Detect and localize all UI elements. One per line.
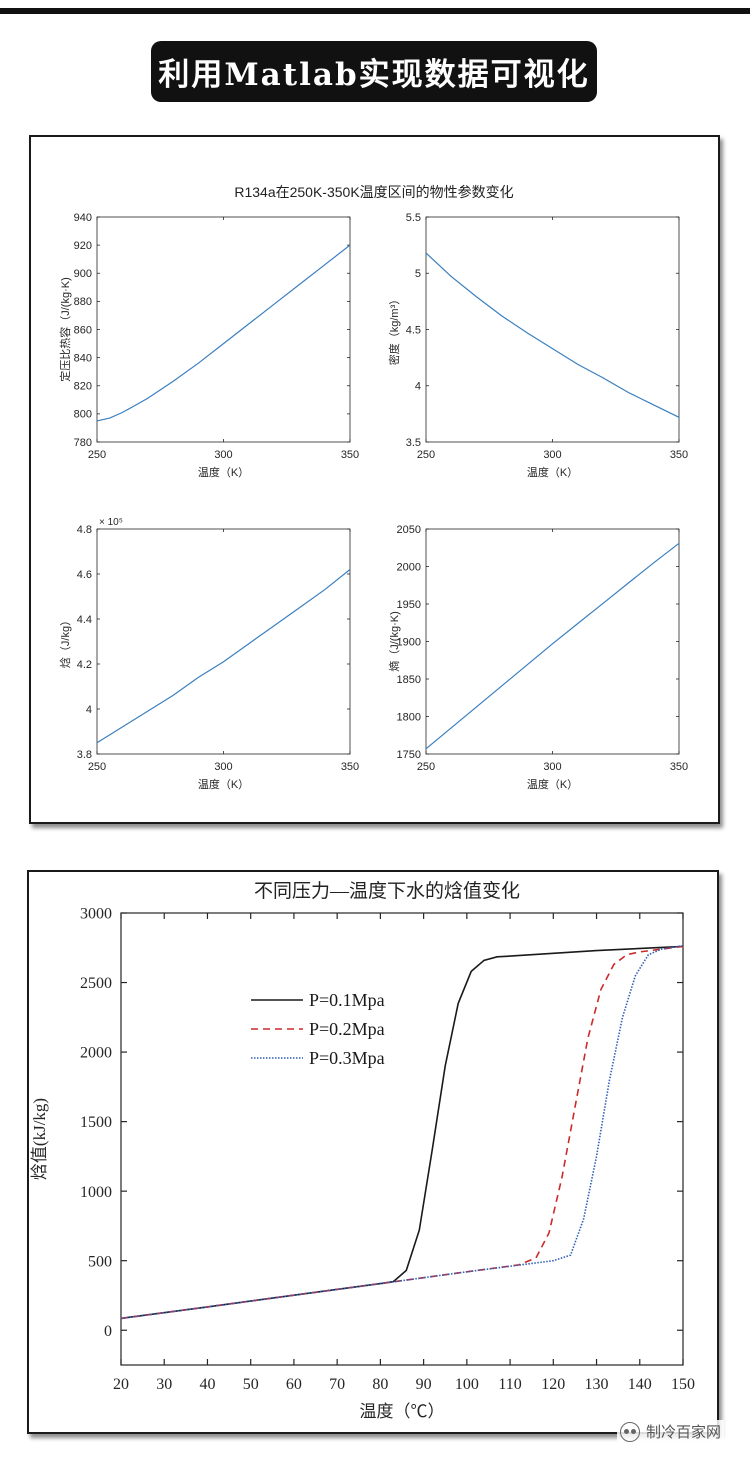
subplot1-ytick-label: 860 bbox=[74, 324, 92, 336]
subplot4-ylabel: 熵（J/(kg·K) bbox=[387, 611, 401, 672]
enthalpy-xtick-label: 110 bbox=[498, 1376, 521, 1393]
enthalpy-xtick-label: 150 bbox=[671, 1376, 695, 1393]
enthalpy-series-3-line bbox=[120, 944, 684, 1320]
subplot3-ytick-label: 4.2 bbox=[77, 659, 92, 671]
subplot2-axes-frame bbox=[425, 216, 680, 443]
legend-label-3: P=0.3Mpa bbox=[309, 1048, 385, 1068]
enthalpy-xlabel: 温度（℃） bbox=[360, 1402, 445, 1421]
enthalpy-xtick-label: 40 bbox=[199, 1376, 215, 1393]
enthalpy-ytick-label: 1000 bbox=[80, 1184, 112, 1201]
subplot1-ytick-label: 780 bbox=[74, 437, 92, 449]
enthalpy-axes-frame bbox=[120, 912, 684, 1366]
subplot1-ytick-label: 940 bbox=[74, 212, 92, 224]
enthalpy-xtick-label: 70 bbox=[329, 1376, 345, 1393]
banner-title: 利用Matlab实现数据可视化 bbox=[151, 41, 597, 102]
enthalpy-xtick-label: 60 bbox=[286, 1376, 302, 1393]
subplot1-ytick-label: 840 bbox=[74, 352, 92, 364]
subplot4-ytick-label: 1800 bbox=[397, 711, 421, 723]
subplot3-y-multiplier: × 10⁵ bbox=[99, 517, 123, 528]
subplot2-ytick-label: 4.5 bbox=[406, 324, 421, 336]
enthalpy-xtick-label: 80 bbox=[372, 1376, 388, 1393]
subplot2-ytick-label: 5 bbox=[415, 268, 421, 280]
enthalpy-ytick-label: 3000 bbox=[80, 906, 112, 923]
subplot2-ytick-label: 5.5 bbox=[406, 212, 421, 224]
subplot4-ytick-label: 1950 bbox=[397, 599, 421, 611]
figure2-title: 不同压力—温度下水的焓值变化 bbox=[254, 880, 520, 902]
enthalpy-series-1-line bbox=[120, 945, 684, 1320]
subplot1-xtick-label: 300 bbox=[214, 449, 232, 461]
subplot2-xtick-label: 350 bbox=[670, 449, 688, 461]
subplot3-series-line bbox=[96, 569, 351, 744]
enthalpy-ytick-label: 0 bbox=[104, 1323, 112, 1340]
wechat-icon bbox=[619, 1421, 640, 1442]
enthalpy-ytick-label: 500 bbox=[88, 1253, 112, 1270]
subplot1-xtick-label: 350 bbox=[341, 449, 359, 461]
subplot2-xtick-label: 250 bbox=[417, 449, 435, 461]
water-enthalpy-chart: 不同压力—温度下水的焓值变化 20 30 40 50 60 70 80 90 100 110 120… bbox=[30, 880, 695, 1421]
subplot4-axes-frame bbox=[425, 528, 680, 755]
subplot4-ytick-label: 1850 bbox=[397, 674, 421, 686]
figure1-suptitle: R134a在250K-350K温度区间的物性参数变化 bbox=[234, 184, 513, 200]
legend-label-2: P=0.2Mpa bbox=[309, 1019, 385, 1039]
subplot3-xtick-label: 300 bbox=[214, 761, 232, 773]
subplot2-xtick-label: 300 bbox=[543, 449, 561, 461]
enthalpy-xtick-label: 20 bbox=[113, 1376, 129, 1393]
subplot2-ylabel: 密度（kg/m³） bbox=[387, 294, 401, 366]
enthalpy-ytick-label: 1500 bbox=[80, 1114, 112, 1131]
enthalpy-xtick-label: 90 bbox=[416, 1376, 432, 1393]
top-rule bbox=[0, 8, 750, 14]
subplot3-xlabel: 温度（K） bbox=[198, 777, 249, 791]
legend-label-1: P=0.1Mpa bbox=[309, 990, 385, 1010]
subplot3-ylabel: 焓（J/kg） bbox=[58, 615, 72, 668]
subplot1-ylabel: 定压比热容（J/(kg·K) bbox=[58, 277, 72, 382]
subplot4-xtick-label: 300 bbox=[543, 761, 561, 773]
figure-water-enthalpy: 不同压力—温度下水的焓值变化 20 30 40 50 60 70 80 90 100 110 120… bbox=[27, 870, 719, 1434]
subplot4-series-line bbox=[425, 542, 680, 750]
subplot2-xlabel: 温度（K） bbox=[527, 465, 578, 479]
subplot4-xtick-label: 250 bbox=[417, 761, 435, 773]
subplot1-ytick-label: 920 bbox=[74, 240, 92, 252]
subplot4-ytick-label: 1750 bbox=[397, 749, 421, 761]
subplot4-ytick-label: 1900 bbox=[397, 636, 421, 648]
enthalpy-xtick-label: 50 bbox=[243, 1376, 259, 1393]
enthalpy-ylabel: 焓值(kJ/kg) bbox=[30, 1098, 49, 1180]
subplot3-axes-frame bbox=[96, 528, 351, 755]
subplot4-ytick-label: 2000 bbox=[397, 561, 421, 573]
subplot1-xtick-label: 250 bbox=[88, 449, 106, 461]
subplot3-xtick-label: 250 bbox=[88, 761, 106, 773]
subplot3-ytick-label: 4.6 bbox=[77, 569, 92, 581]
subplot3-ytick-label: 4.8 bbox=[77, 524, 92, 536]
enthalpy-series-2-line bbox=[120, 945, 684, 1320]
enthalpy-xtick-label: 130 bbox=[585, 1376, 609, 1393]
subplot4-xtick-label: 350 bbox=[670, 761, 688, 773]
r134a-subplots: R134a在250K-350K温度区间的物性参数变化 250 300 350 780 8… bbox=[58, 184, 688, 791]
subplot2-series-line bbox=[425, 252, 680, 418]
subplot1-ytick-label: 820 bbox=[74, 381, 92, 393]
enthalpy-xtick-label: 120 bbox=[541, 1376, 565, 1393]
subplot3-ytick-label: 3.8 bbox=[77, 749, 92, 761]
subplot1-xlabel: 温度（K） bbox=[198, 465, 249, 479]
subplot1-series-line bbox=[96, 244, 351, 422]
subplot1-ytick-label: 800 bbox=[74, 409, 92, 421]
subplot1-axes-frame bbox=[96, 216, 351, 443]
subplot2-ytick-label: 3.5 bbox=[406, 437, 421, 449]
enthalpy-xtick-label: 30 bbox=[156, 1376, 172, 1393]
enthalpy-ytick-label: 2000 bbox=[80, 1045, 112, 1062]
subplot4-ytick-label: 2050 bbox=[397, 524, 421, 536]
figure-r134a-properties: R134a在250K-350K温度区间的物性参数变化 250 300 350 780 8… bbox=[29, 135, 720, 824]
subplot2-ytick-label: 4 bbox=[415, 381, 421, 393]
enthalpy-xtick-label: 100 bbox=[455, 1376, 479, 1393]
watermark: 制冷百家网 bbox=[616, 1420, 724, 1443]
watermark-text: 制冷百家网 bbox=[645, 1423, 721, 1441]
enthalpy-xtick-label: 140 bbox=[628, 1376, 652, 1393]
subplot1-ytick-label: 880 bbox=[74, 296, 92, 308]
subplot4-xlabel: 温度（K） bbox=[527, 777, 578, 791]
subplot3-ytick-label: 4.4 bbox=[77, 614, 92, 626]
subplot3-xtick-label: 350 bbox=[341, 761, 359, 773]
subplot1-ytick-label: 900 bbox=[74, 268, 92, 280]
enthalpy-ytick-label: 2500 bbox=[80, 975, 112, 992]
subplot3-ytick-label: 4 bbox=[86, 704, 92, 716]
